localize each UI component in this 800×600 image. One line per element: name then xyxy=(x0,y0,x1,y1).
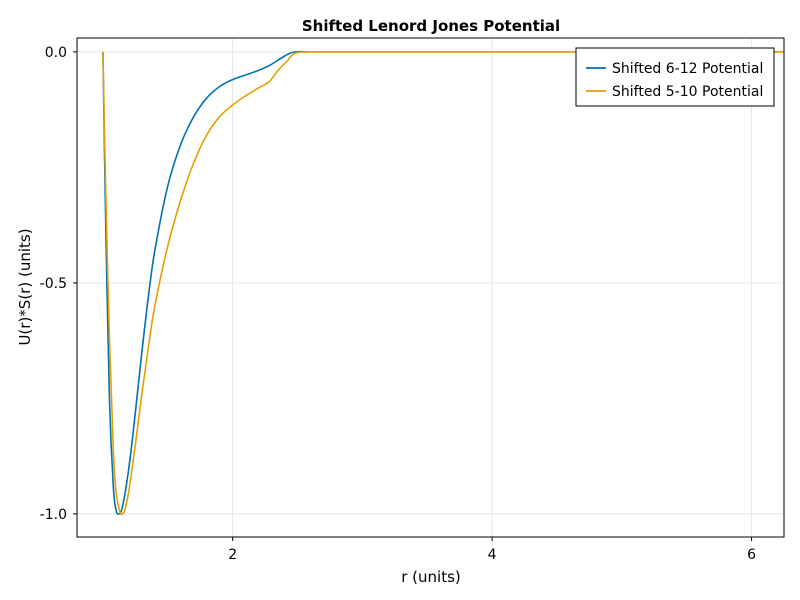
series-group xyxy=(102,50,784,516)
y-ticks: 0.0 -0.5 -1.0 xyxy=(40,45,77,523)
chart-title: Shifted Lenord Jones Potential xyxy=(302,17,560,35)
x-tick-label: 4 xyxy=(488,547,497,563)
y-tick-label: -1.0 xyxy=(40,507,67,523)
legend-label-1: Shifted 6-12 Potential xyxy=(612,61,763,77)
legend-label-2: Shifted 5-10 Potential xyxy=(612,84,763,100)
legend: Shifted 6-12 Potential Shifted 5-10 Poten… xyxy=(575,47,775,107)
y-axis-label: U(r)*S(r) (units) xyxy=(16,228,34,345)
x-axis-label: r (units) xyxy=(401,568,461,586)
x-ticks: 2 4 6 xyxy=(228,537,756,563)
y-tick-label: 0.0 xyxy=(45,45,67,61)
series-line-2 xyxy=(102,50,784,516)
legend-box xyxy=(575,47,775,107)
grid xyxy=(77,38,784,537)
plot-frame xyxy=(76,37,785,538)
x-tick-label: 6 xyxy=(747,547,756,563)
y-tick-label: -0.5 xyxy=(40,276,67,292)
x-tick-label: 2 xyxy=(228,547,237,563)
